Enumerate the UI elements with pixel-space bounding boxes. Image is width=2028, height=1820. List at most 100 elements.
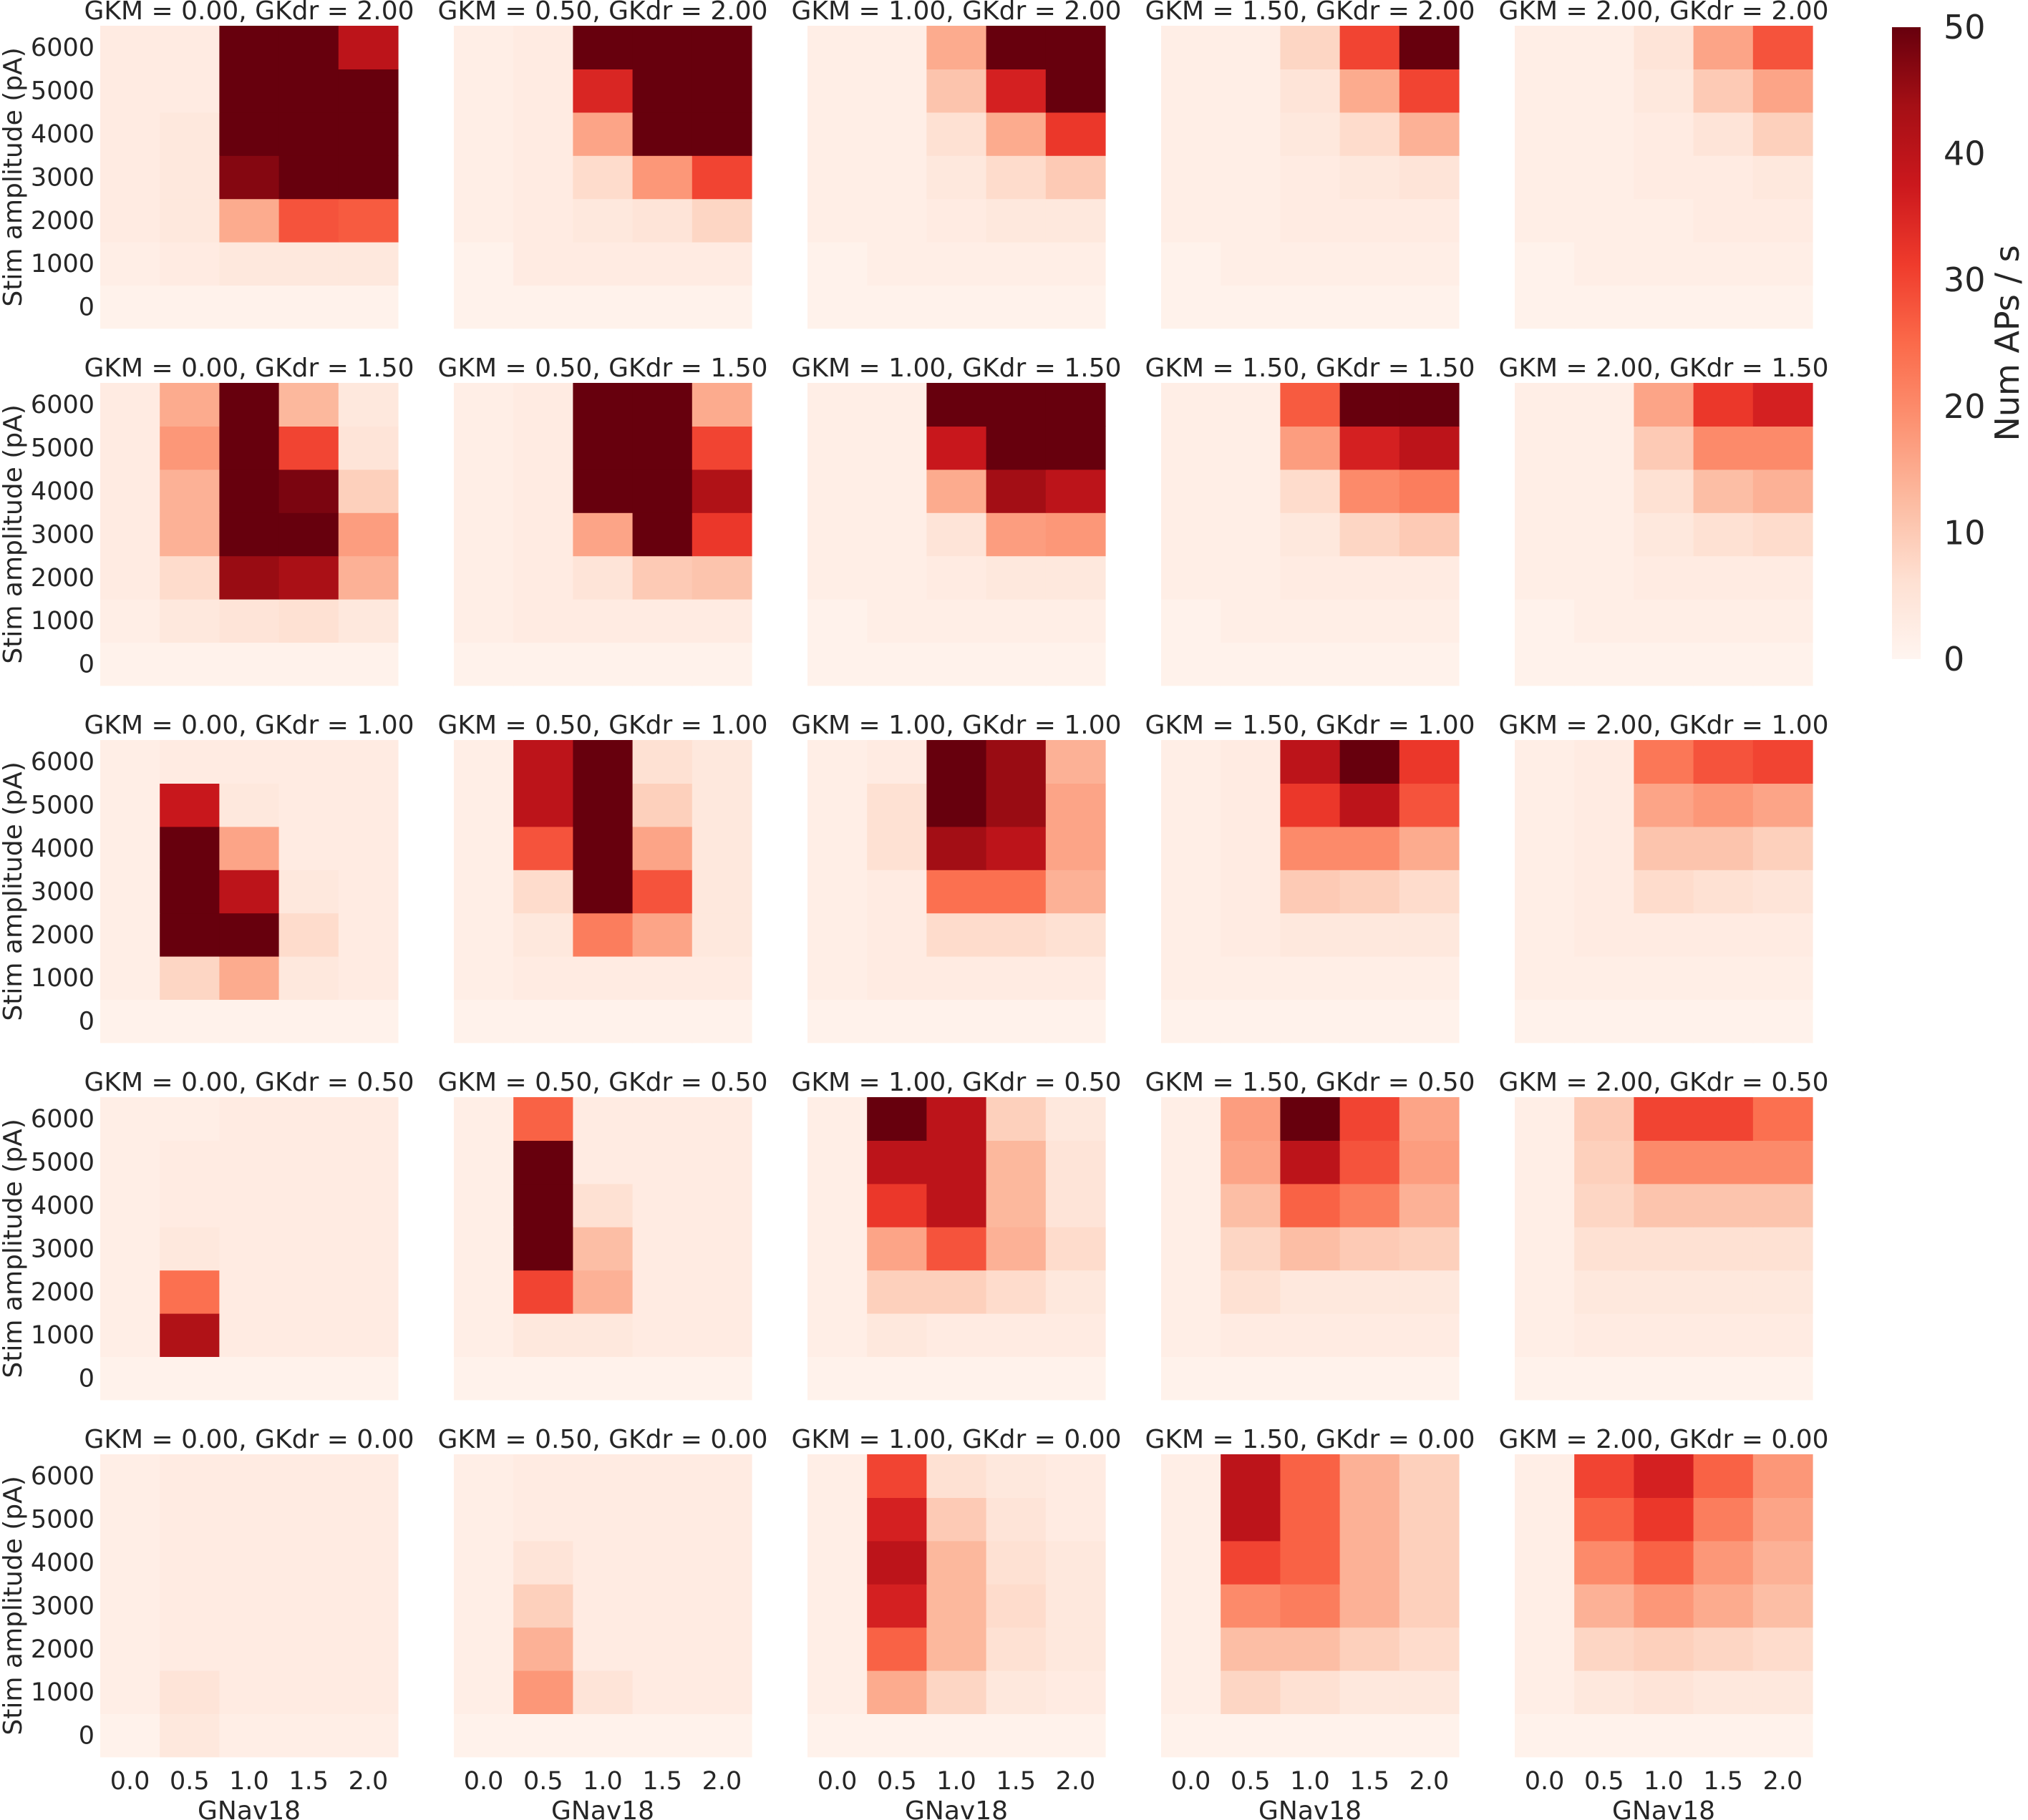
- heatmap-cell: [1280, 69, 1341, 113]
- heatmap-cell: [1574, 198, 1634, 243]
- heatmap-cell: [1045, 1713, 1106, 1758]
- heatmap-cell: [454, 826, 514, 870]
- heatmap-cell: [1399, 26, 1460, 69]
- heatmap-cell: [1515, 1140, 1575, 1184]
- heatmap-cell: [1752, 826, 1813, 870]
- heatmap-cell: [278, 1540, 339, 1585]
- heatmap-cell: [1752, 1627, 1813, 1671]
- heatmap-cell: [100, 740, 160, 784]
- heatmap-cell: [986, 1454, 1047, 1498]
- heatmap-cell: [807, 956, 868, 1000]
- heatmap-cell: [219, 1584, 280, 1628]
- heatmap-cell: [278, 826, 339, 870]
- heatmap-cell: [1752, 870, 1813, 914]
- heatmap-cell: [513, 1670, 573, 1714]
- heatmap-cell: [338, 642, 399, 686]
- heatmap-cell: [1515, 870, 1575, 914]
- heatmap-cell: [1399, 1356, 1460, 1401]
- heatmap-cell: [867, 469, 927, 513]
- heatmap-cell: [278, 599, 339, 643]
- heatmap-cell: [986, 112, 1047, 156]
- heatmap-cell: [573, 1270, 634, 1314]
- heatmap-cell: [278, 242, 339, 286]
- heatmap-cell: [1161, 999, 1221, 1043]
- heatmap-cell: [1339, 956, 1400, 1000]
- heatmap-cell: [1280, 999, 1341, 1043]
- y-tick-label: 4000: [31, 834, 94, 863]
- heatmap-cell: [338, 1183, 399, 1227]
- colorbar-tick-label: 50: [1944, 8, 1986, 47]
- heatmap-cell: [338, 1584, 399, 1628]
- y-axis-label: Stim amplitude (pA): [0, 1476, 28, 1735]
- heatmap-cell: [1221, 642, 1281, 686]
- heatmap-cell: [867, 1584, 927, 1628]
- heatmap-cell: [926, 1183, 987, 1227]
- heatmap-cell: [1752, 599, 1813, 643]
- heatmap-cell: [1339, 1140, 1400, 1184]
- heatmap-cell: [1574, 1356, 1634, 1401]
- heatmap-cell: [1634, 1540, 1694, 1585]
- y-tick-label: 5000: [31, 434, 94, 463]
- heatmap-cell: [1339, 999, 1400, 1043]
- heatmap-cell: [986, 1140, 1047, 1184]
- heatmap-cell: [454, 1454, 514, 1498]
- heatmap-cell: [926, 285, 987, 329]
- heatmap-cell: [1634, 198, 1694, 243]
- heatmap-cell: [100, 1713, 160, 1758]
- heatmap-cell: [1515, 740, 1575, 784]
- heatmap-cell: [1574, 1540, 1634, 1585]
- heatmap-cell: [513, 1497, 573, 1542]
- heatmap-cell: [1161, 599, 1221, 643]
- heatmap-cell: [632, 285, 693, 329]
- heatmap-cell: [1634, 1227, 1694, 1271]
- heatmap-cell: [807, 26, 868, 69]
- y-tick-label: 0: [79, 651, 94, 679]
- heatmap-cell: [513, 1584, 573, 1628]
- heatmap-cell: [454, 69, 514, 113]
- heatmap-cell: [926, 198, 987, 243]
- heatmap-cell: [100, 642, 160, 686]
- heatmap-cell: [1752, 469, 1813, 513]
- heatmap-cell: [807, 1497, 868, 1542]
- heatmap-cell: [338, 1713, 399, 1758]
- heatmap-cell: [632, 512, 693, 557]
- heatmap-cell: [1045, 783, 1106, 827]
- heatmap-cell: [1045, 1140, 1106, 1184]
- heatmap-cell: [867, 112, 927, 156]
- heatmap-cell: [867, 285, 927, 329]
- heatmap-cell: [1161, 383, 1221, 427]
- heatmap-panel: GKM = 2.00, GKdr = 2.00: [1498, 0, 1829, 329]
- heatmap-cell: [986, 426, 1047, 470]
- heatmap-cell: [573, 112, 634, 156]
- heatmap-cell: [573, 642, 634, 686]
- heatmap-cell: [1574, 242, 1634, 286]
- heatmap-cell: [1280, 285, 1341, 329]
- heatmap-cell: [632, 1497, 693, 1542]
- heatmap-cell: [1574, 26, 1634, 69]
- x-tick-label: 1.5: [288, 1767, 329, 1796]
- heatmap-cell: [513, 740, 573, 784]
- heatmap-cell: [1045, 383, 1106, 427]
- heatmap-cell: [1752, 383, 1813, 427]
- heatmap-cell: [1752, 1227, 1813, 1271]
- heatmap-cell: [1515, 599, 1575, 643]
- heatmap-cell: [807, 426, 868, 470]
- heatmap-cell: [1339, 783, 1400, 827]
- heatmap-cell: [454, 512, 514, 557]
- heatmap-cell: [338, 1540, 399, 1585]
- heatmap-cell: [160, 1670, 220, 1714]
- heatmap-cell: [867, 826, 927, 870]
- heatmap-cell: [454, 1140, 514, 1184]
- heatmap-cell: [338, 826, 399, 870]
- heatmap-cell: [219, 913, 280, 957]
- heatmap-cell: [867, 1540, 927, 1585]
- heatmap-cell: [1399, 112, 1460, 156]
- heatmap-cell: [986, 383, 1047, 427]
- heatmap-cell: [338, 285, 399, 329]
- heatmap-cell: [1045, 1584, 1106, 1628]
- heatmap-cell: [100, 1584, 160, 1628]
- heatmap-cell: [1339, 198, 1400, 243]
- panel-title: GKM = 2.00, GKdr = 0.50: [1498, 1068, 1828, 1097]
- heatmap-cell: [986, 242, 1047, 286]
- heatmap-cell: [573, 242, 634, 286]
